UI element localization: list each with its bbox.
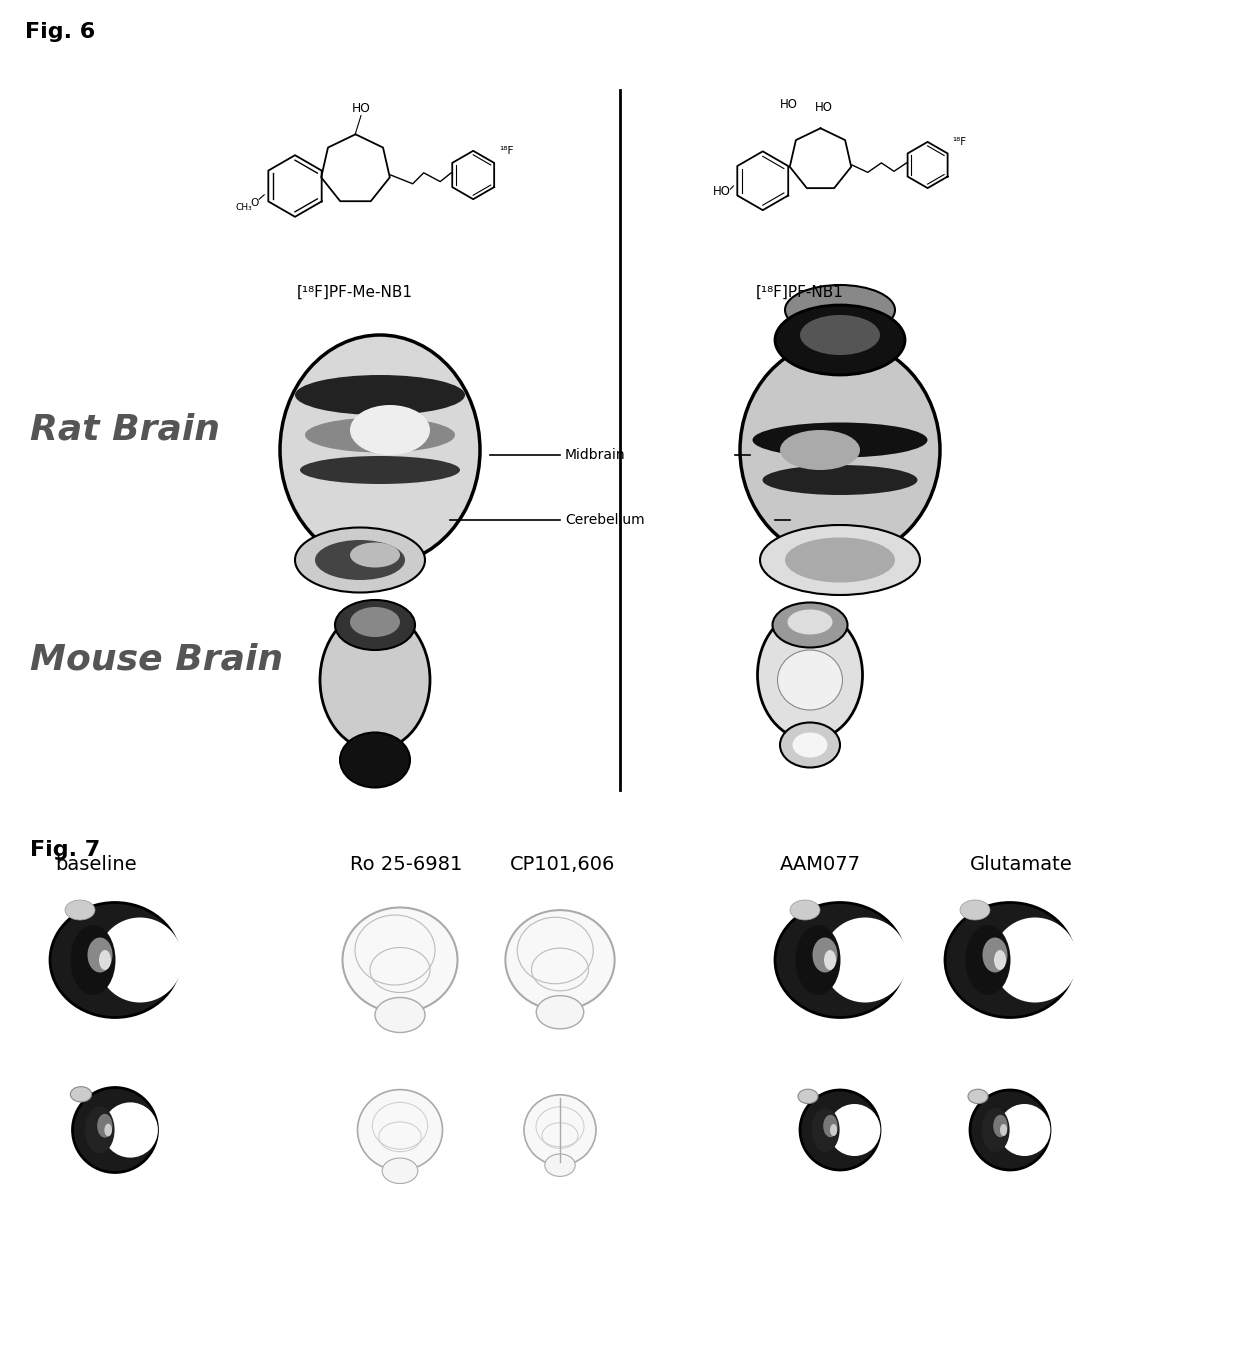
Ellipse shape bbox=[799, 1089, 818, 1104]
Text: HO: HO bbox=[815, 101, 833, 114]
Ellipse shape bbox=[998, 1104, 1050, 1156]
Ellipse shape bbox=[88, 937, 113, 973]
Ellipse shape bbox=[992, 918, 1078, 1003]
Ellipse shape bbox=[775, 903, 905, 1018]
Text: HO: HO bbox=[780, 97, 797, 111]
Ellipse shape bbox=[758, 610, 863, 740]
Ellipse shape bbox=[305, 417, 455, 453]
Ellipse shape bbox=[315, 540, 405, 580]
Ellipse shape bbox=[374, 997, 425, 1033]
Ellipse shape bbox=[982, 937, 1007, 973]
Text: Cerebellum: Cerebellum bbox=[565, 513, 645, 527]
Ellipse shape bbox=[792, 732, 827, 758]
Ellipse shape bbox=[64, 900, 95, 921]
Text: Mouse Brain: Mouse Brain bbox=[30, 643, 283, 677]
Ellipse shape bbox=[999, 1124, 1007, 1135]
Ellipse shape bbox=[103, 1103, 157, 1157]
Ellipse shape bbox=[97, 1114, 113, 1138]
Text: Fig. 7: Fig. 7 bbox=[30, 840, 100, 860]
Text: ¹⁸F: ¹⁸F bbox=[500, 146, 513, 156]
Ellipse shape bbox=[340, 732, 410, 788]
Ellipse shape bbox=[335, 601, 415, 650]
Ellipse shape bbox=[104, 1123, 112, 1137]
Ellipse shape bbox=[823, 1115, 837, 1137]
Ellipse shape bbox=[773, 602, 847, 647]
Ellipse shape bbox=[72, 1088, 157, 1172]
Ellipse shape bbox=[84, 1107, 114, 1153]
Ellipse shape bbox=[544, 1155, 575, 1176]
Ellipse shape bbox=[830, 1124, 837, 1135]
Ellipse shape bbox=[785, 538, 895, 583]
Text: [¹⁸F]PF-NB1: [¹⁸F]PF-NB1 bbox=[756, 285, 844, 300]
Ellipse shape bbox=[320, 610, 430, 750]
Ellipse shape bbox=[780, 430, 861, 471]
Text: Rat Brain: Rat Brain bbox=[30, 413, 219, 447]
Ellipse shape bbox=[760, 525, 920, 595]
Ellipse shape bbox=[945, 903, 1075, 1018]
Ellipse shape bbox=[785, 285, 895, 335]
Text: CP101,606: CP101,606 bbox=[510, 855, 615, 874]
Ellipse shape bbox=[993, 1115, 1008, 1137]
Ellipse shape bbox=[342, 907, 458, 1012]
Ellipse shape bbox=[966, 925, 1011, 995]
Text: HO: HO bbox=[713, 185, 730, 198]
Ellipse shape bbox=[968, 1089, 988, 1104]
Ellipse shape bbox=[960, 900, 990, 921]
Text: Glutamate: Glutamate bbox=[970, 855, 1073, 874]
Ellipse shape bbox=[753, 423, 928, 457]
Ellipse shape bbox=[506, 910, 615, 1010]
Ellipse shape bbox=[740, 341, 940, 560]
Text: HO: HO bbox=[352, 103, 371, 115]
Ellipse shape bbox=[994, 949, 1006, 970]
Ellipse shape bbox=[280, 335, 480, 565]
Ellipse shape bbox=[350, 543, 401, 568]
Ellipse shape bbox=[790, 900, 820, 921]
Ellipse shape bbox=[970, 1090, 1050, 1170]
Text: Ro 25-6981: Ro 25-6981 bbox=[350, 855, 463, 874]
Ellipse shape bbox=[295, 528, 425, 592]
Ellipse shape bbox=[777, 650, 842, 710]
Ellipse shape bbox=[357, 1090, 443, 1171]
Text: CH₃: CH₃ bbox=[236, 204, 252, 212]
Ellipse shape bbox=[796, 925, 841, 995]
Ellipse shape bbox=[780, 722, 839, 767]
Text: Midbrain: Midbrain bbox=[565, 447, 626, 462]
Ellipse shape bbox=[775, 305, 905, 375]
Ellipse shape bbox=[50, 903, 180, 1018]
Ellipse shape bbox=[800, 1090, 880, 1170]
Ellipse shape bbox=[98, 918, 182, 1003]
Ellipse shape bbox=[295, 375, 465, 415]
Text: [¹⁸F]PF-Me-NB1: [¹⁸F]PF-Me-NB1 bbox=[298, 285, 413, 300]
Ellipse shape bbox=[825, 949, 836, 970]
Ellipse shape bbox=[71, 1086, 92, 1103]
Ellipse shape bbox=[350, 607, 401, 637]
Ellipse shape bbox=[763, 465, 918, 495]
Text: O: O bbox=[250, 197, 259, 208]
Ellipse shape bbox=[350, 405, 430, 456]
Ellipse shape bbox=[812, 937, 837, 973]
Ellipse shape bbox=[800, 315, 880, 356]
Ellipse shape bbox=[300, 456, 460, 484]
Ellipse shape bbox=[99, 949, 112, 970]
Ellipse shape bbox=[382, 1159, 418, 1183]
Ellipse shape bbox=[982, 1108, 1009, 1152]
Text: baseline: baseline bbox=[55, 855, 136, 874]
Text: Fig. 6: Fig. 6 bbox=[25, 22, 95, 42]
Ellipse shape bbox=[822, 918, 908, 1003]
Ellipse shape bbox=[828, 1104, 880, 1156]
Ellipse shape bbox=[812, 1108, 839, 1152]
Ellipse shape bbox=[787, 610, 832, 635]
Text: ¹⁸F: ¹⁸F bbox=[952, 137, 967, 146]
Text: AAM077: AAM077 bbox=[780, 855, 861, 874]
Ellipse shape bbox=[71, 925, 115, 995]
Ellipse shape bbox=[536, 996, 584, 1029]
Ellipse shape bbox=[525, 1094, 596, 1166]
